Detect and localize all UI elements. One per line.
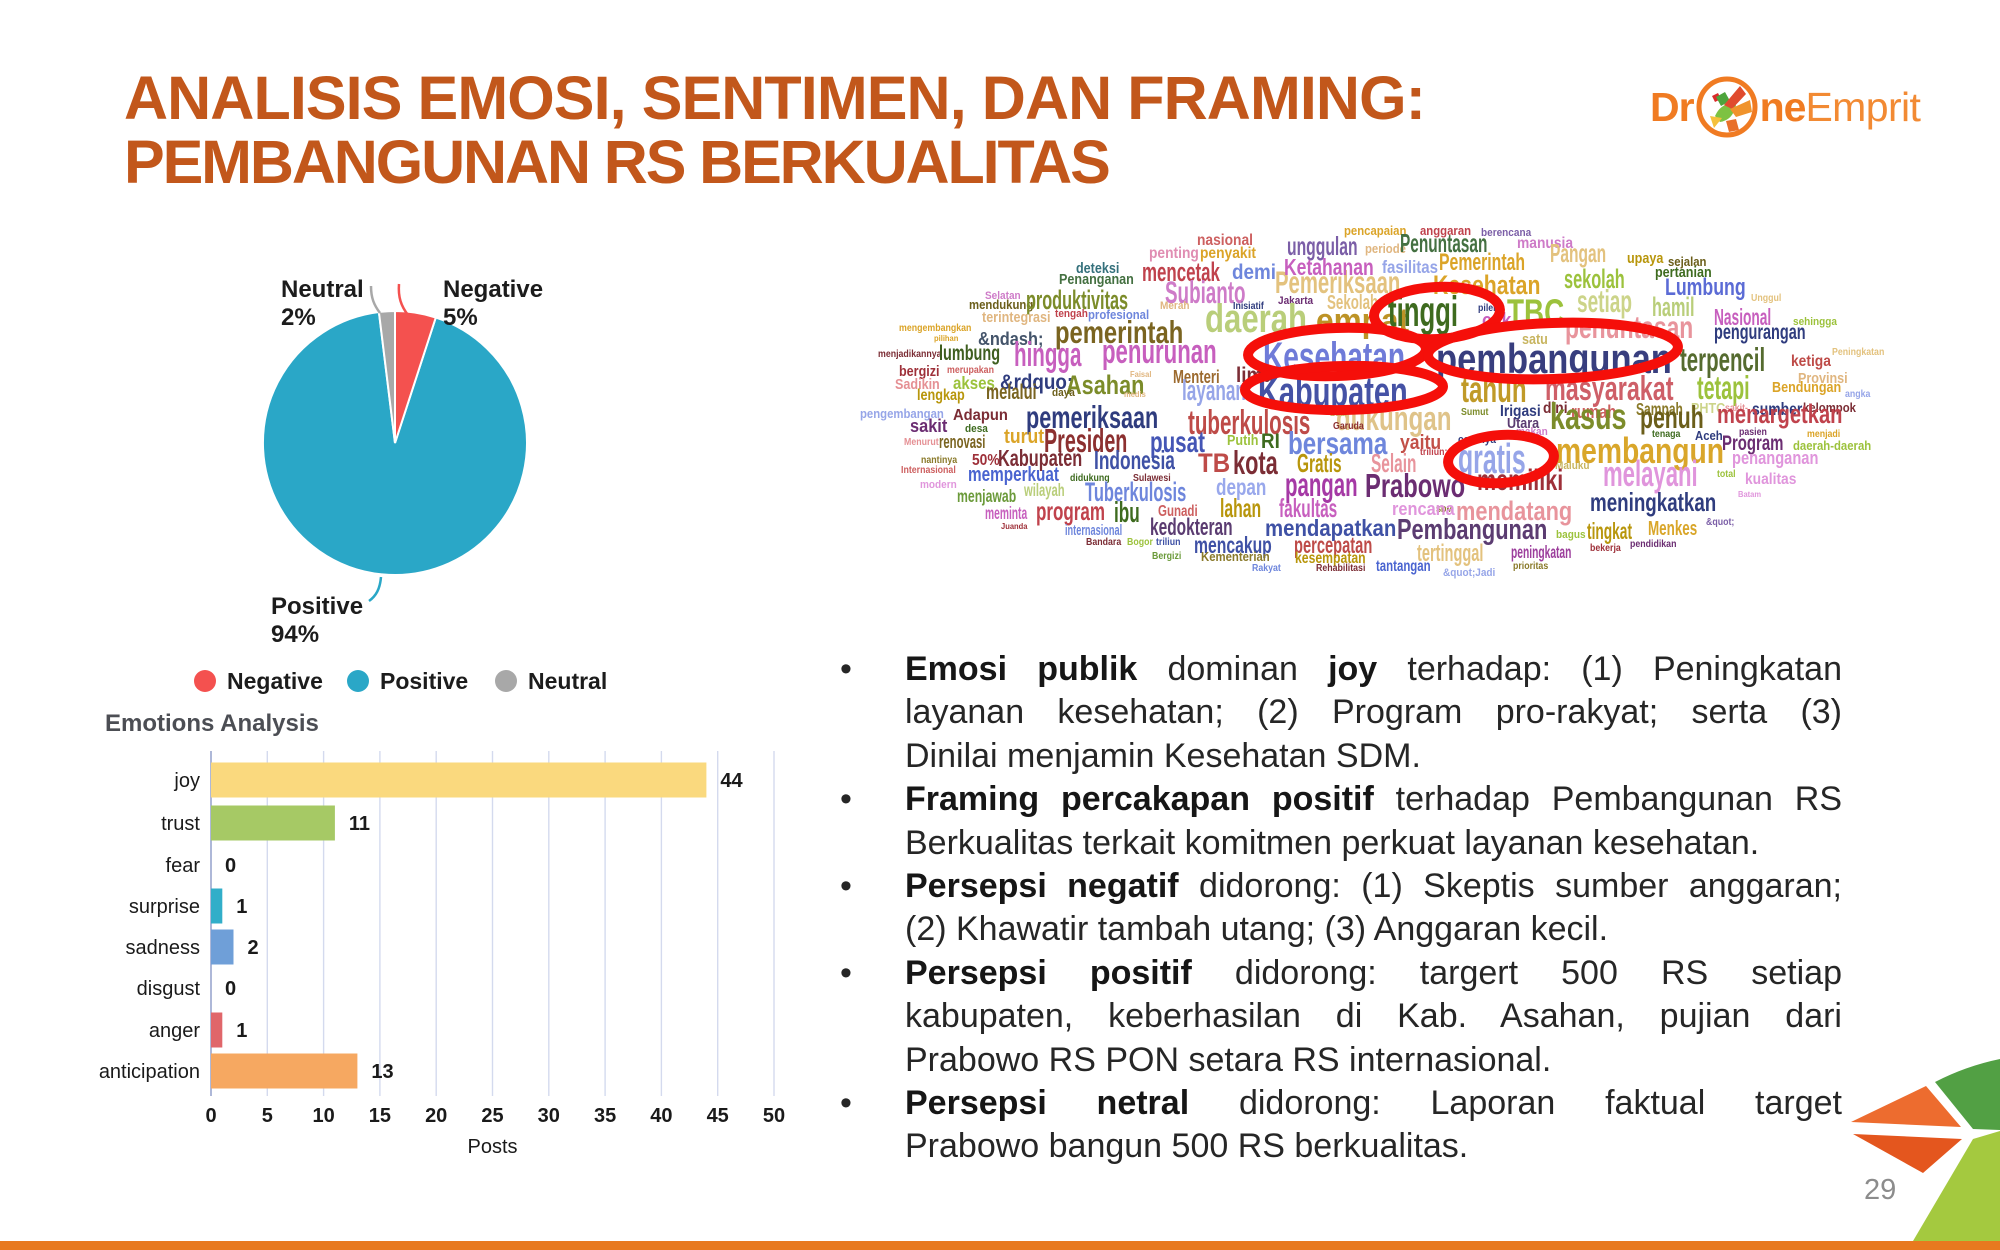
svg-text:45: 45	[707, 1105, 729, 1127]
svg-text:anticipation: anticipation	[99, 1061, 200, 1083]
svg-text:0: 0	[225, 855, 236, 877]
svg-text:44: 44	[720, 770, 743, 792]
svg-text:40: 40	[650, 1105, 672, 1127]
svg-text:30: 30	[538, 1105, 560, 1127]
svg-text:5: 5	[262, 1105, 273, 1127]
svg-text:joy: joy	[173, 770, 200, 792]
svg-text:surprise: surprise	[129, 896, 200, 918]
svg-text:2: 2	[248, 937, 259, 959]
svg-text:disgust: disgust	[137, 978, 201, 1000]
svg-text:trust: trust	[161, 813, 200, 835]
svg-text:Posts: Posts	[467, 1136, 517, 1158]
svg-text:11: 11	[349, 813, 370, 835]
svg-text:fear: fear	[166, 855, 201, 877]
svg-text:10: 10	[312, 1105, 334, 1127]
svg-text:13: 13	[371, 1061, 393, 1083]
svg-text:sadness: sadness	[126, 937, 201, 959]
svg-text:0: 0	[205, 1105, 216, 1127]
svg-text:20: 20	[425, 1105, 447, 1127]
svg-text:1: 1	[236, 1020, 247, 1042]
svg-text:1: 1	[236, 896, 247, 918]
svg-text:0: 0	[225, 978, 236, 1000]
svg-text:anger: anger	[149, 1020, 200, 1042]
svg-text:25: 25	[481, 1105, 503, 1127]
svg-text:15: 15	[369, 1105, 391, 1127]
svg-text:35: 35	[594, 1105, 616, 1127]
svg-text:50: 50	[763, 1105, 785, 1127]
